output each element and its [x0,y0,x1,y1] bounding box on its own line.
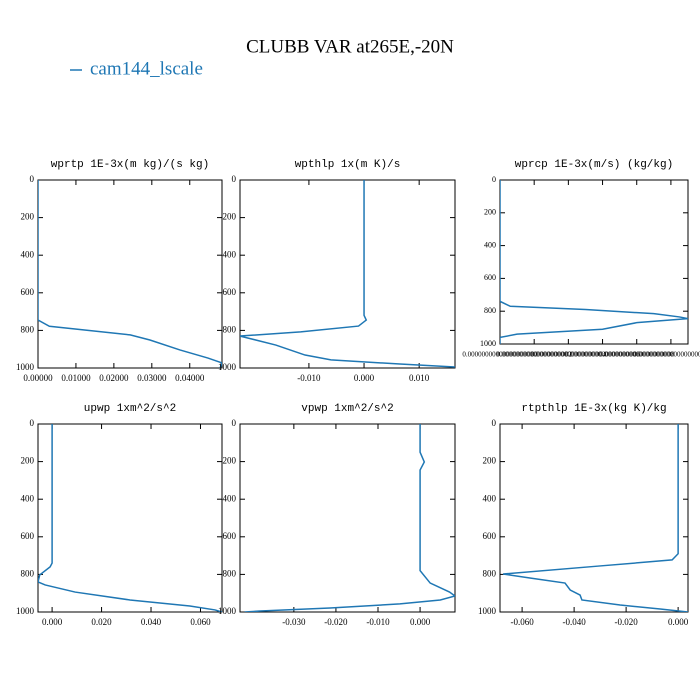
figure-title: CLUBB VAR at265E,-20N [246,36,454,57]
x-tick-label: -0.020 [324,617,348,627]
y-tick-label: 200 [484,208,496,217]
profile-line [503,424,688,612]
x-tick-label: -0.010 [297,373,321,383]
y-tick-label: 800 [223,568,237,578]
x-tick-label: 0.000 [354,373,375,383]
y-tick-label: 800 [484,306,496,315]
x-tick-label: 0.000 [410,617,431,627]
panel-title: upwp 1xm^2/s^2 [84,403,176,415]
panel-title: wprtp 1E-3x(m kg)/(s kg) [51,159,209,171]
y-tick-label: 400 [21,249,35,259]
x-tick-label: -0.060 [510,617,534,627]
y-tick-label: 0 [492,418,497,428]
x-tick-label: 0.00000000000000000004 [531,351,607,359]
x-tick-label: 0.000 [42,617,63,627]
y-tick-label: 800 [21,568,35,578]
y-tick-label: 0 [232,418,237,428]
y-tick-label: 400 [223,249,237,259]
y-tick-label: 0 [492,175,496,184]
plot-frame [239,179,456,369]
y-tick-label: 1000 [478,606,497,616]
plot-frame [499,423,689,613]
y-tick-label: 0 [232,174,237,184]
profile-line [244,424,455,612]
x-tick-label: 0.000 [668,617,689,627]
y-tick-label: 600 [483,531,497,541]
x-tick-label: 0.00000000000000000010 [633,351,700,359]
y-tick-label: 600 [223,287,237,297]
y-tick-label: 800 [483,568,497,578]
y-tick-label: 800 [21,324,35,334]
y-tick-label: 1000 [480,339,496,348]
y-tick-label: 1000 [16,606,35,616]
x-tick-label: 0.01000 [61,373,91,383]
x-tick-label: 0.02000 [99,373,129,383]
x-tick-label: 0.00000000000000000000 [462,351,538,359]
x-tick-label: 0.04000 [175,373,205,383]
plot-frame [499,179,689,345]
y-tick-label: 0 [30,418,35,428]
x-tick-label: 0.010 [409,373,430,383]
y-tick-label: 1000 [218,362,237,372]
y-tick-label: 200 [21,212,35,222]
x-tick-label: 0.020 [91,617,112,627]
x-tick-label: 0.00000000000000000008 [599,351,675,359]
panel: wpthlp 1x(m K)/s 0 200 400 600 800 1000 -0.010 0… [218,159,456,383]
x-tick-label: -0.020 [614,617,638,627]
y-tick-label: 400 [21,493,35,503]
legend-label: cam144_lscale [90,58,203,79]
panel: vpwp 1xm^2/s^2 0 200 400 600 800 1000 -0.030 -0.… [218,403,456,627]
plot-frame [37,423,223,613]
y-tick-label: 0 [30,174,35,184]
profile-line [500,180,688,344]
y-tick-label: 1000 [218,606,237,616]
y-tick-label: 200 [483,456,497,466]
y-tick-label: 600 [21,287,35,297]
plot-frame [239,423,456,613]
x-tick-label: 0.040 [141,617,162,627]
x-tick-label: 0.00000 [23,373,53,383]
profile-line [38,424,222,612]
y-tick-label: 600 [484,273,496,282]
profile-line [240,180,455,368]
panel: upwp 1xm^2/s^2 0 200 400 600 800 1000 0.000 0.02… [16,403,223,627]
x-tick-label: 0.00000000000000000002 [497,351,573,359]
y-tick-label: 400 [484,240,496,249]
panel: wprcp 1E-3x(m/s) (kg/kg) 0 200 400 600 800 100… [462,159,700,359]
x-tick-label: -0.010 [366,617,390,627]
y-tick-label: 400 [483,493,497,503]
profile-line [38,180,222,368]
x-tick-label: -0.030 [282,617,306,627]
panel-title: vpwp 1xm^2/s^2 [301,403,393,415]
x-tick-label: 0.03000 [137,373,167,383]
y-tick-label: 600 [223,531,237,541]
x-tick-label: 0.00000000000000000006 [565,351,641,359]
y-tick-label: 200 [223,456,237,466]
y-tick-label: 800 [223,324,237,334]
panel-title: wpthlp 1x(m K)/s [295,159,401,171]
y-tick-label: 200 [21,456,35,466]
y-tick-label: 400 [223,493,237,503]
panel: rtpthlp 1E-3x(kg K)/kg 0 200 400 600 800 1000 -… [478,403,689,627]
panel: wprtp 1E-3x(m kg)/(s kg) 0 200 400 600 800 100… [16,159,223,383]
x-tick-label: 0.060 [190,617,211,627]
plot-frame [37,179,223,369]
x-tick-label: -0.040 [562,617,586,627]
y-tick-label: 200 [223,212,237,222]
panel-title: wprcp 1E-3x(m/s) (kg/kg) [515,159,673,171]
panel-title: rtpthlp 1E-3x(kg K)/kg [521,403,666,415]
y-tick-label: 1000 [16,362,35,372]
y-tick-label: 600 [21,531,35,541]
